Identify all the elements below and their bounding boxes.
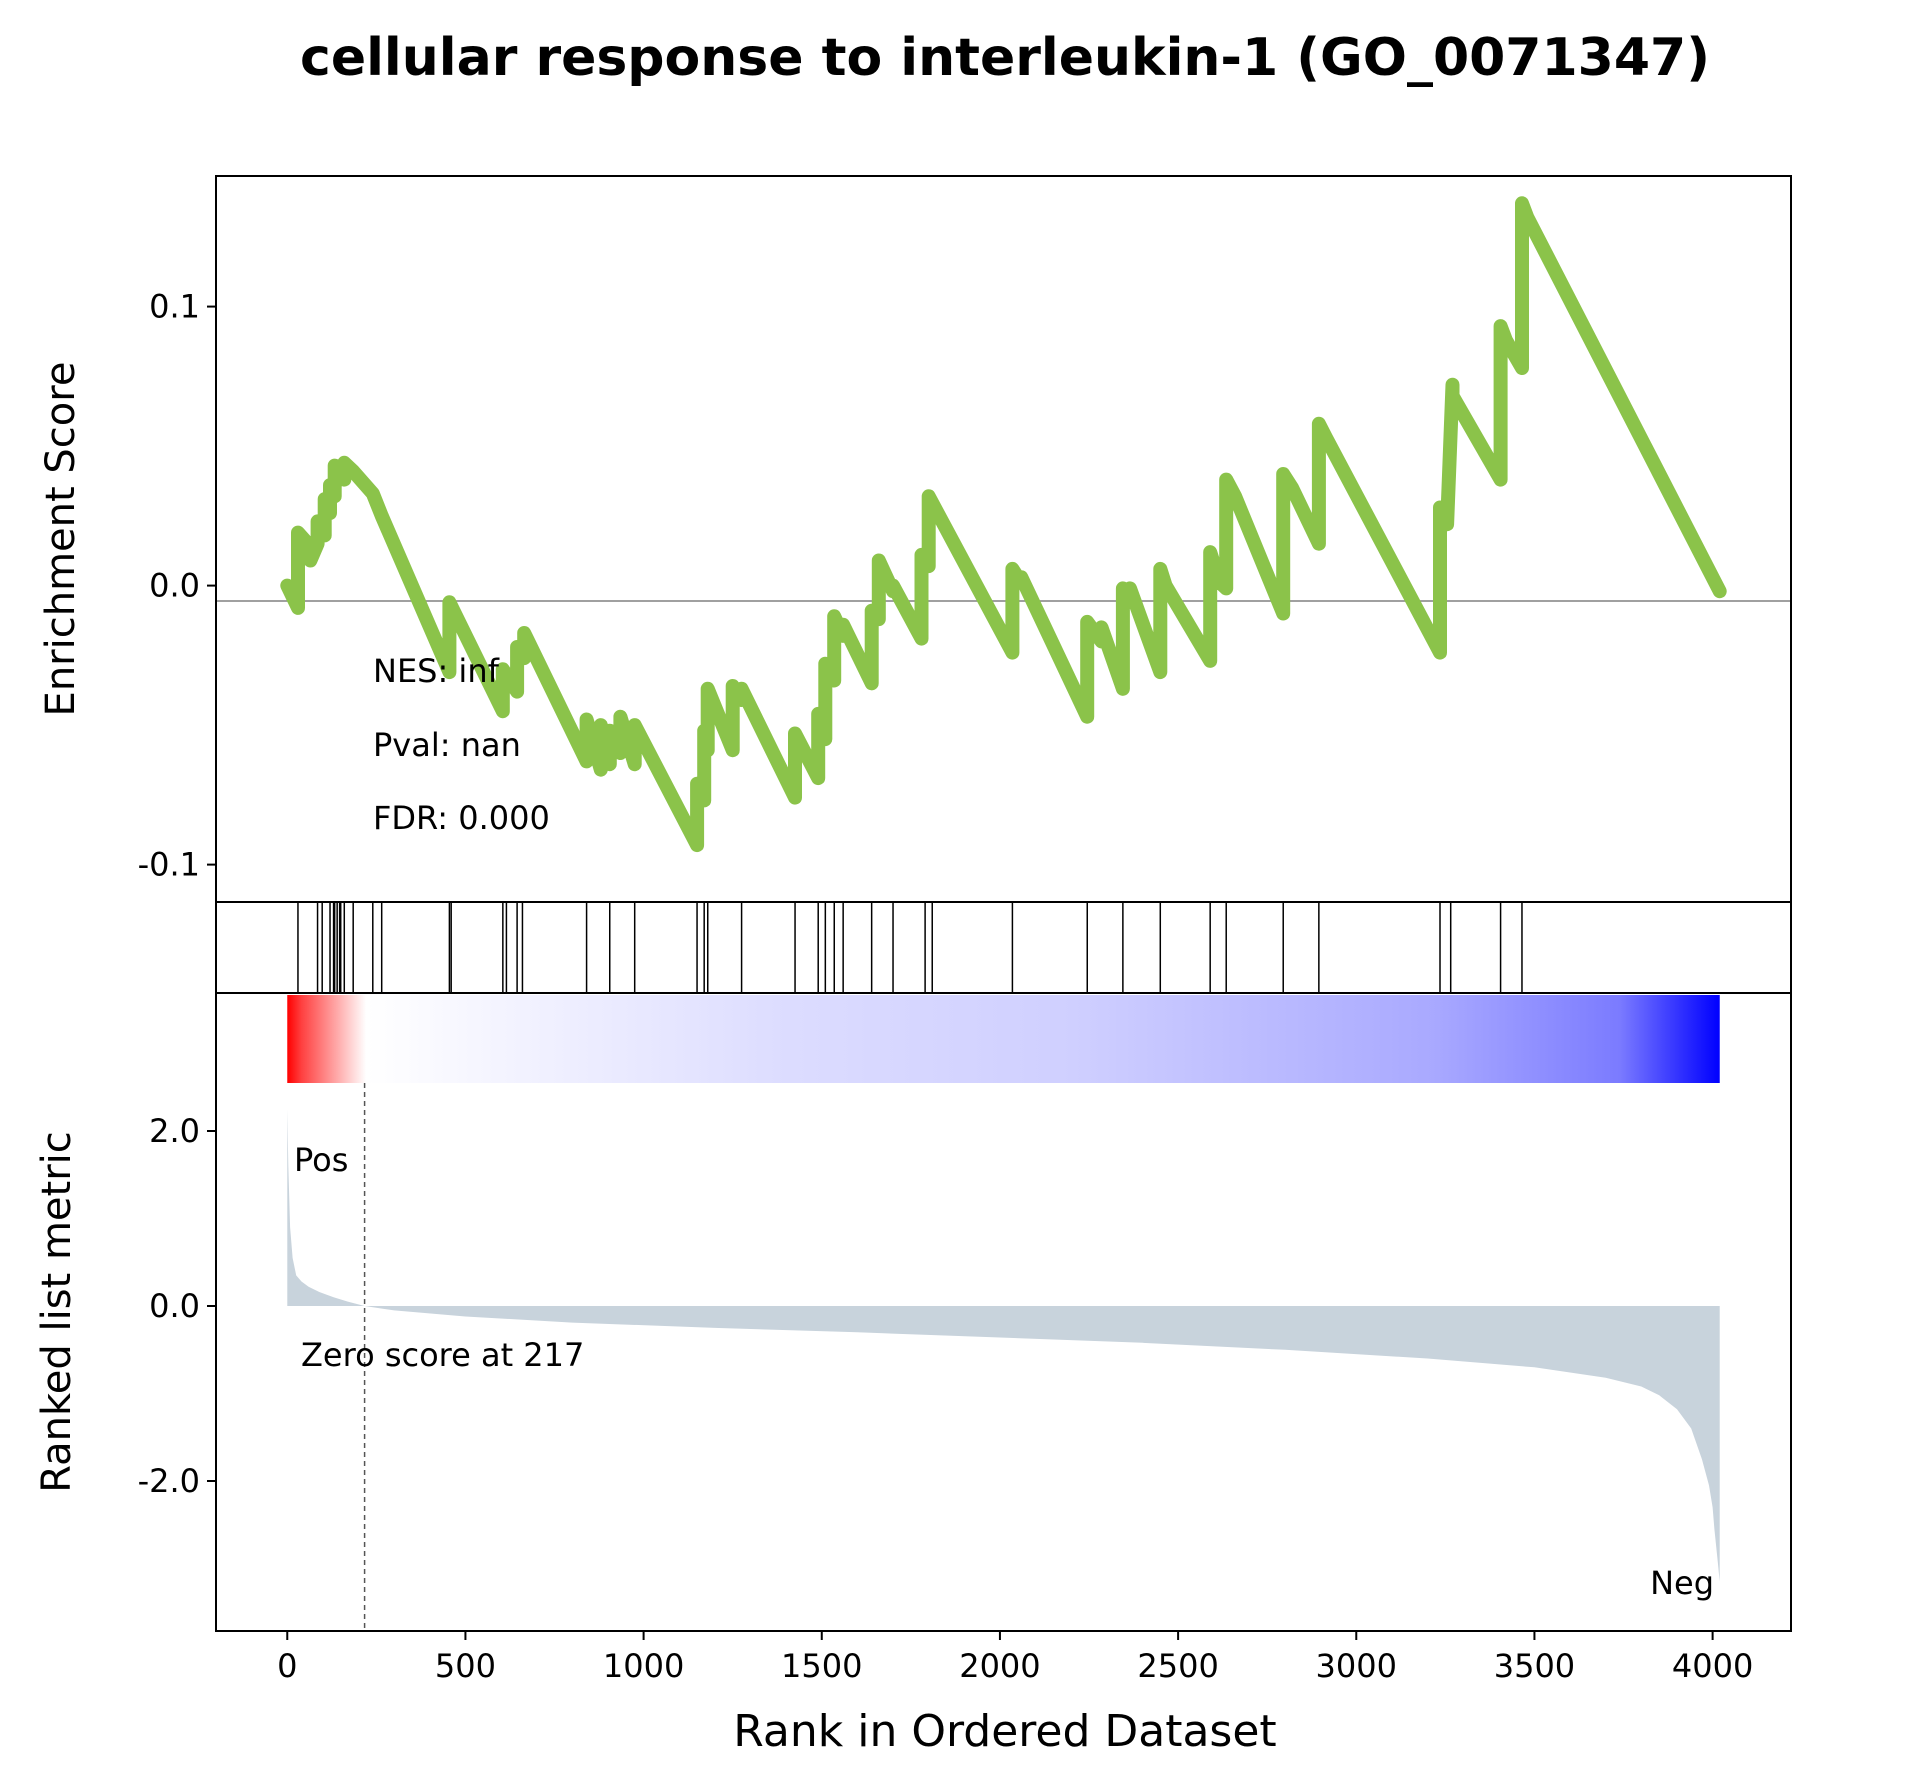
- hit-markers: [297, 902, 1523, 993]
- es-y-ticks: 0.1 0.0 -0.1: [138, 288, 216, 884]
- metric-x-ticks: 0 500 1000 1500 2000 2500 3000 3500 4000: [277, 1631, 1753, 1685]
- metric-x-tick-label: 2000: [959, 1647, 1040, 1685]
- es-y-tick-label: 0.1: [149, 288, 200, 326]
- es-y-tick-label: -0.1: [138, 846, 200, 884]
- rank-heatmap-bar: [287, 995, 1720, 1083]
- metric-x-tick-label: 1000: [603, 1647, 684, 1685]
- enrichment-score-panel: 0.1 0.0 -0.1 Enrichment Score NES: inf Pva…: [38, 175, 1792, 903]
- pos-label: Pos: [294, 1141, 348, 1179]
- metric-x-tick-label: 2500: [1137, 1647, 1218, 1685]
- metric-x-tick-label: 3500: [1494, 1647, 1575, 1685]
- zero-score-label: Zero score at 217: [301, 1336, 584, 1374]
- metric-x-tick-label: 500: [435, 1647, 496, 1685]
- hits-axes-frame: [215, 901, 1792, 994]
- nes-annotation: NES: inf: [373, 652, 500, 690]
- neg-label: Neg: [1650, 1564, 1714, 1602]
- metric-ylabel: Ranked list metric: [34, 1131, 80, 1493]
- pval-annotation: Pval: nan: [373, 726, 521, 764]
- metric-y-tick-label: 0.0: [149, 1287, 200, 1325]
- metric-x-tick-label: 0: [277, 1647, 297, 1685]
- es-y-tick-label: 0.0: [149, 567, 200, 605]
- metric-x-tick-label: 1500: [781, 1647, 862, 1685]
- metric-y-ticks: 2.0 0.0 -2.0: [138, 1112, 216, 1500]
- metric-x-tick-label: 3000: [1316, 1647, 1397, 1685]
- figure-title: cellular response to interleukin-1 (GO_0…: [300, 28, 1710, 88]
- metric-axes-frame: [215, 992, 1792, 1632]
- hits-panel: [215, 901, 1792, 994]
- ranked-metric-panel: Zero score at 217 Pos Neg 2.0 0.0 -2.0 0 50…: [34, 992, 1792, 1757]
- metric-x-tick-label: 4000: [1672, 1647, 1753, 1685]
- metric-y-tick-label: -2.0: [138, 1462, 200, 1500]
- metric-xlabel: Rank in Ordered Dataset: [733, 1706, 1276, 1757]
- ranked-metric-area: [287, 1109, 1720, 1582]
- enrichment-score-line: [280, 196, 1727, 853]
- es-ylabel: Enrichment Score: [38, 362, 84, 717]
- fdr-annotation: FDR: 0.000: [373, 799, 550, 837]
- metric-y-tick-label: 2.0: [149, 1112, 200, 1150]
